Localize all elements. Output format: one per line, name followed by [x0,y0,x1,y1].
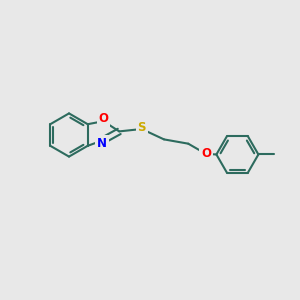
Text: O: O [98,112,109,125]
Text: S: S [137,121,146,134]
Text: N: N [97,136,107,150]
Text: O: O [201,147,211,161]
